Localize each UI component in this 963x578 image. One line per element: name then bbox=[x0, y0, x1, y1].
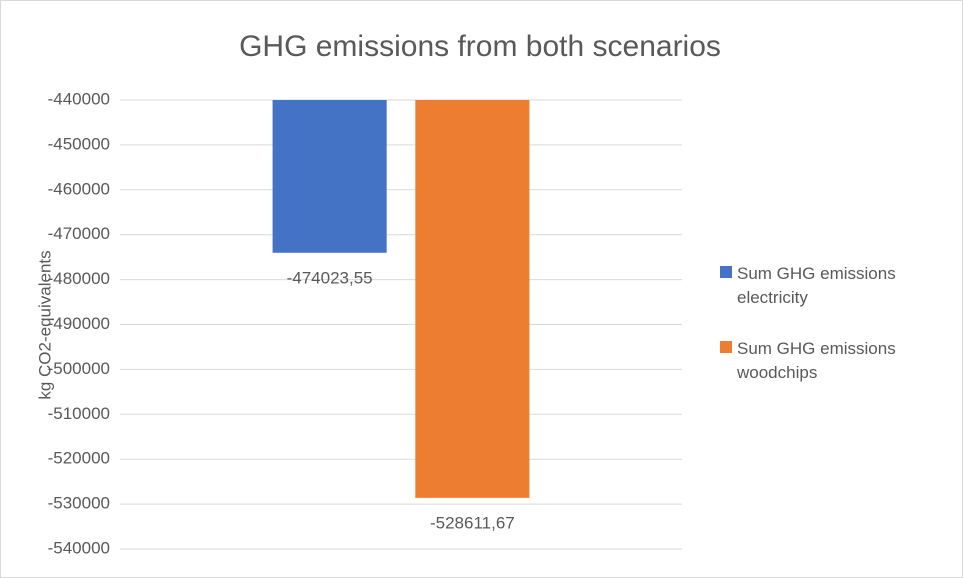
chart-title: GHG emissions from both scenarios bbox=[239, 30, 721, 63]
y-tick-label: -440000 bbox=[48, 89, 110, 108]
value-label: -474023,55 bbox=[287, 268, 373, 287]
y-tick-label: -520000 bbox=[48, 449, 110, 468]
legend-label: Sum GHG emissions woodchips bbox=[737, 339, 896, 382]
y-tick-label: -530000 bbox=[48, 494, 110, 513]
y-tick-label: -490000 bbox=[48, 314, 110, 333]
y-tick-label: -450000 bbox=[48, 134, 110, 153]
value-label: -528611,67 bbox=[430, 513, 515, 532]
y-tick-label: -540000 bbox=[48, 538, 110, 557]
legend-label: Sum GHG emissions electricity bbox=[737, 264, 896, 307]
legend-swatch bbox=[720, 266, 732, 278]
y-tick-label: -460000 bbox=[48, 179, 110, 198]
bar bbox=[415, 100, 530, 498]
y-tick-label: -500000 bbox=[48, 359, 110, 378]
y-tick-label: -510000 bbox=[48, 404, 110, 423]
bar bbox=[272, 100, 387, 253]
legend-swatch bbox=[720, 341, 732, 353]
y-axis-label: kg CO2-equivalents bbox=[35, 250, 54, 399]
y-tick-label: -480000 bbox=[48, 269, 110, 288]
y-tick-label: -470000 bbox=[48, 224, 110, 243]
